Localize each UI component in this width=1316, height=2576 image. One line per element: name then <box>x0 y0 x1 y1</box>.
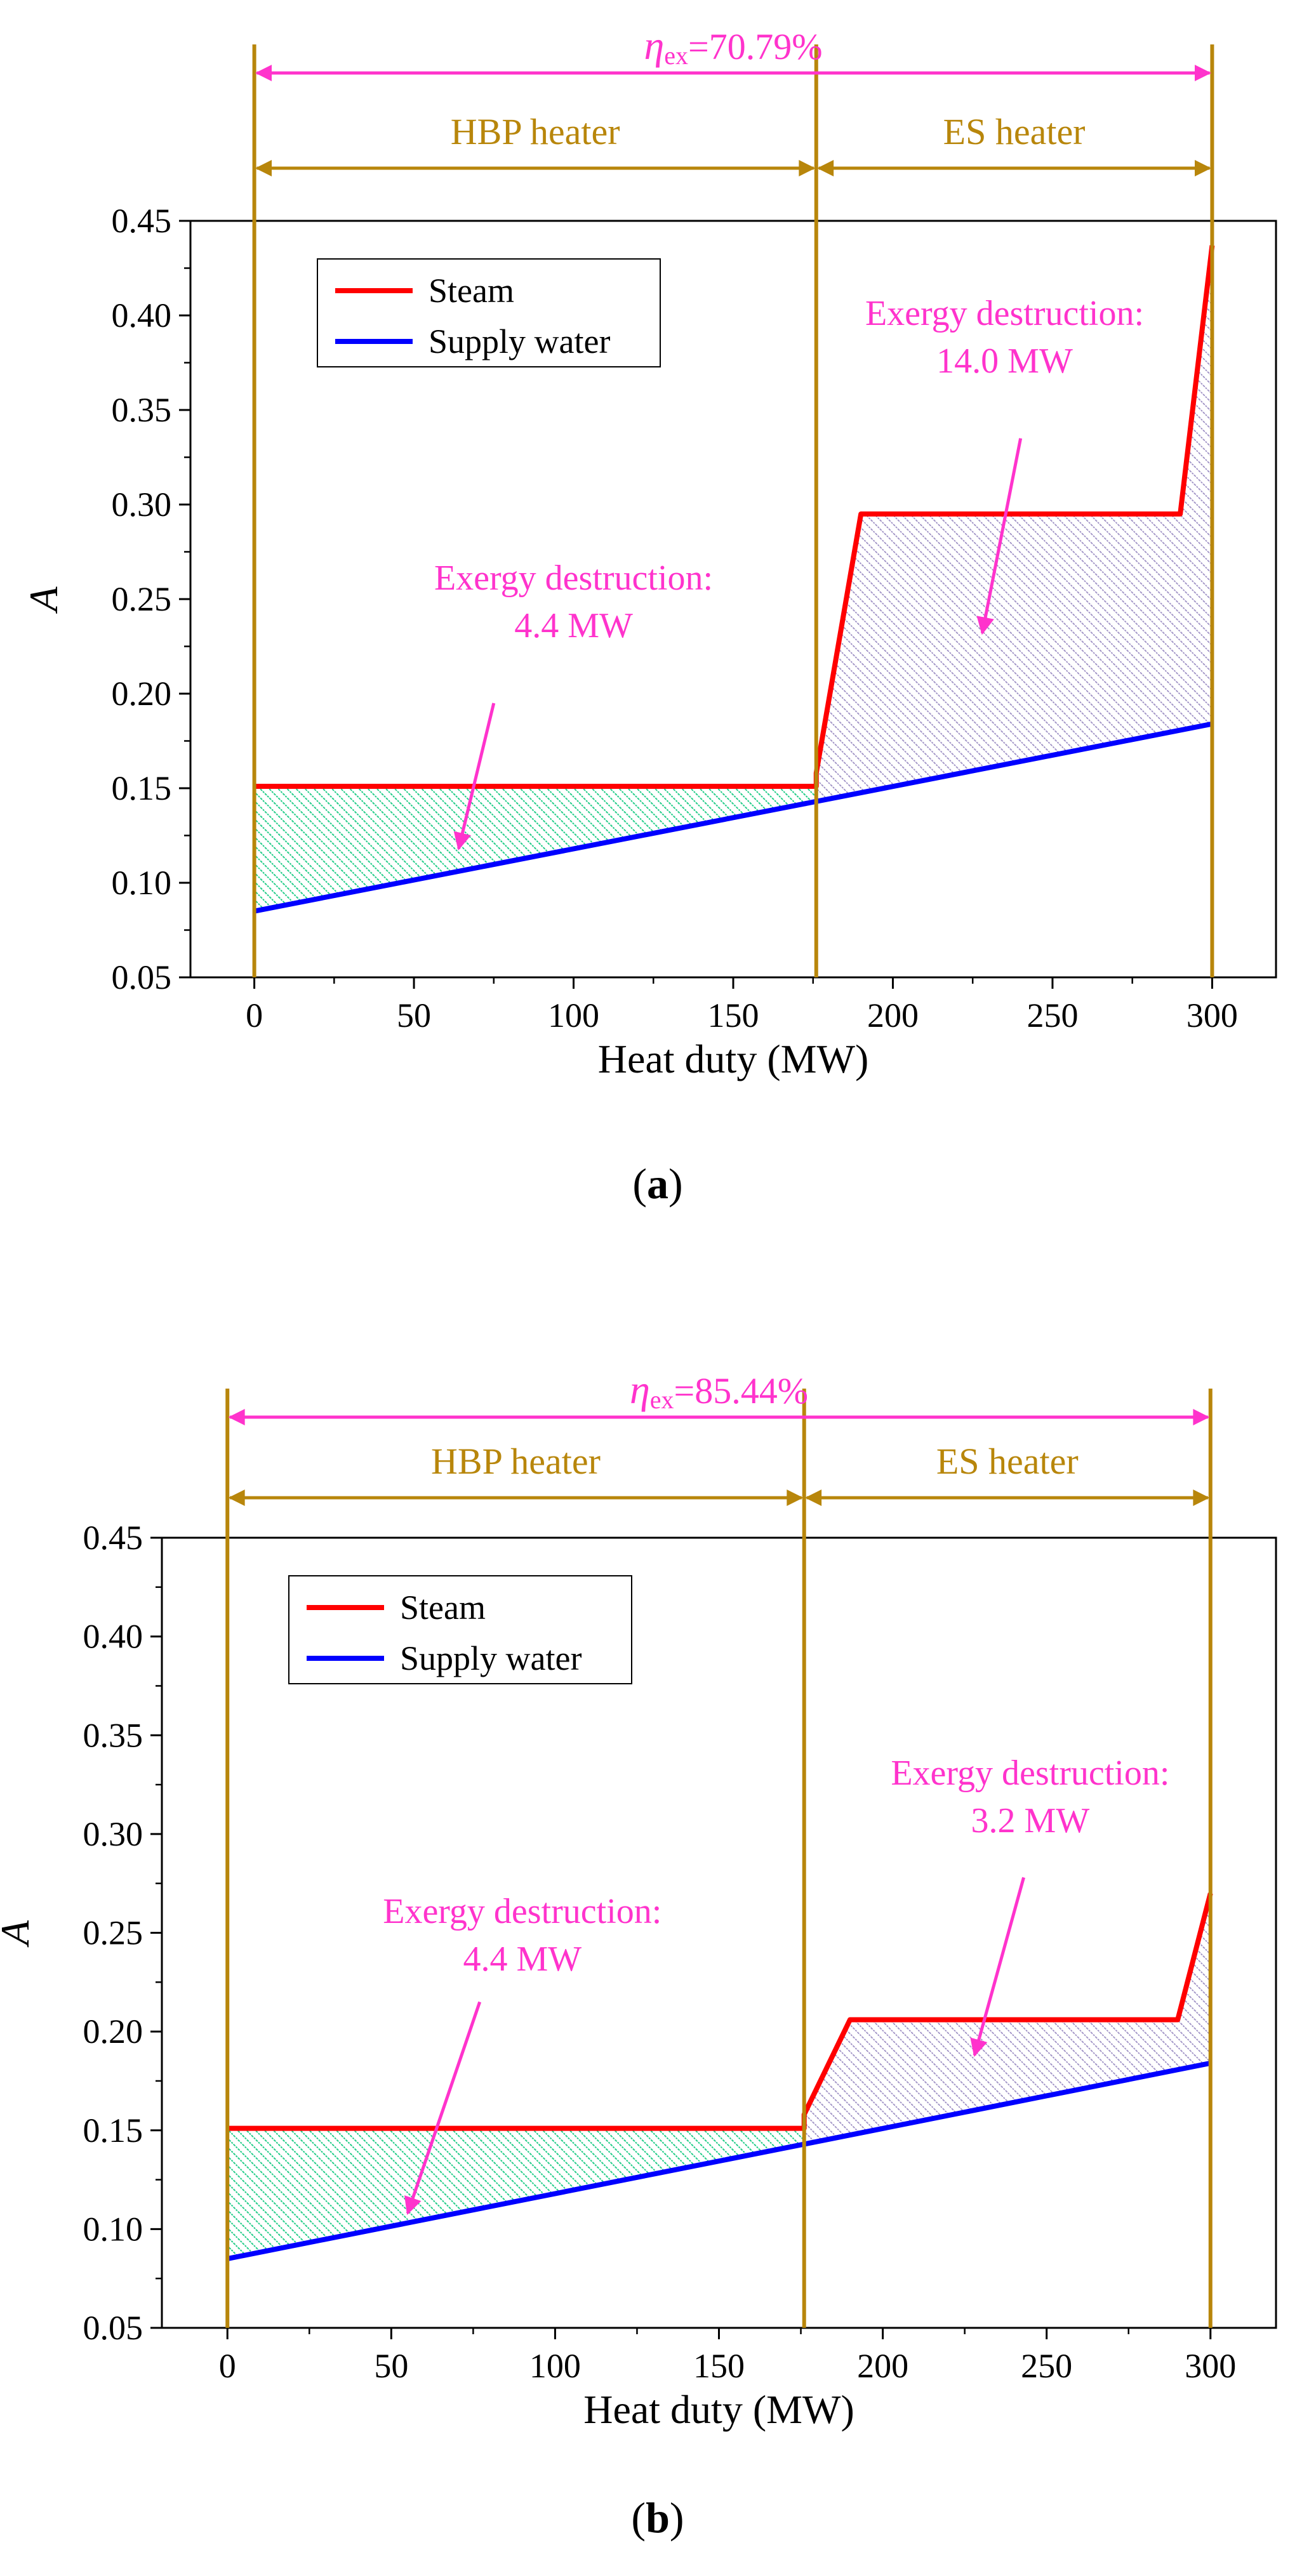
y-tick-label: 0.10 <box>83 2210 143 2248</box>
efficiency-value: =85.44% <box>674 1370 808 1411</box>
y-tick-label: 0.45 <box>83 1519 143 1557</box>
efficiency-subscript: ex <box>664 41 688 70</box>
y-tick-label: 0.15 <box>83 2111 143 2150</box>
panel-label: (a) <box>632 1159 682 1208</box>
x-axis-label: Heat duty (MW) <box>583 2387 854 2432</box>
panel-paren-open: ( <box>632 1159 647 1208</box>
panel-label: (b) <box>631 2493 684 2542</box>
steam-line <box>254 245 1215 789</box>
annotation-arrow <box>976 438 1023 635</box>
x-tick-label: 0 <box>219 2347 236 2385</box>
panel-paren-close: ) <box>670 2493 684 2542</box>
steam-line <box>227 1892 1213 2131</box>
y-tick-label: 0.05 <box>83 2309 143 2347</box>
annotation-line2: 14.0 MW <box>936 341 1073 381</box>
efficiency-label: ηex=85.44% <box>630 1367 808 1414</box>
y-tick-label: 0.30 <box>112 485 172 524</box>
hbp-exergy-region <box>227 2128 804 2259</box>
x-tick-label: 50 <box>397 996 431 1034</box>
legend-supply-water-label: Supply water <box>400 1639 582 1677</box>
es-exergy-region <box>816 245 1213 802</box>
section-label: ES heater <box>936 1441 1079 1482</box>
section-label: ES heater <box>943 111 1086 152</box>
x-tick-label: 100 <box>548 996 599 1034</box>
y-tick-label: 0.20 <box>112 675 172 713</box>
x-axis-label: Heat duty (MW) <box>598 1036 869 1081</box>
y-tick-label: 0.45 <box>112 202 172 240</box>
y-tick-label: 0.10 <box>112 864 172 902</box>
annotation-line2: 4.4 MW <box>463 1939 582 1979</box>
annotation-line1: Exergy destruction: <box>383 1892 661 1931</box>
section-label: HBP heater <box>431 1441 601 1482</box>
y-tick-label: 0.05 <box>112 958 172 996</box>
panel-letter: a <box>647 1159 668 1208</box>
x-tick-label: 250 <box>1021 2347 1072 2385</box>
annotation-arrow <box>453 703 496 851</box>
efficiency-label: ηex=70.79% <box>644 23 822 70</box>
section-label: HBP heater <box>451 111 620 152</box>
x-tick-label: 200 <box>867 996 919 1034</box>
panel-b: 0 50 100 150 200 250 300 0.05 0.10 0.15 0.20 0.25 0.… <box>0 1367 1277 2542</box>
annotation-line1: Exergy destruction: <box>891 1754 1169 1793</box>
x-tick-label: 50 <box>374 2347 408 2385</box>
efficiency-subscript: ex <box>650 1385 674 1414</box>
panel-paren-close: ) <box>668 1159 683 1208</box>
y-tick-label: 0.25 <box>112 580 172 618</box>
panel-paren-open: ( <box>631 2493 646 2542</box>
x-tick-label: 150 <box>708 996 759 1034</box>
annotation-arrow <box>404 2001 482 2216</box>
annotation-line1: Exergy destruction: <box>865 294 1144 333</box>
x-tick-label: 250 <box>1027 996 1078 1034</box>
efficiency-symbol: η <box>644 23 664 68</box>
y-axis-label: A <box>21 586 66 614</box>
y-tick-label: 0.20 <box>83 2012 143 2051</box>
legend-box <box>288 1575 632 1684</box>
y-tick-label: 0.30 <box>83 1815 143 1853</box>
annotation-arrow <box>970 1877 1025 2057</box>
y-tick-label: 0.15 <box>112 769 172 807</box>
legend-steam-label: Steam <box>400 1589 486 1627</box>
efficiency-symbol: η <box>630 1367 650 1412</box>
x-tick-label: 300 <box>1186 996 1238 1034</box>
annotation-line2: 4.4 MW <box>514 606 633 645</box>
hbp-exergy-region <box>254 786 816 911</box>
y-tick-label: 0.40 <box>112 296 172 334</box>
x-tick-label: 300 <box>1185 2347 1236 2385</box>
y-tick-label: 0.35 <box>83 1716 143 1754</box>
x-tick-label: 200 <box>857 2347 908 2385</box>
efficiency-value: =70.79% <box>688 26 823 67</box>
panel-a: 0 50 100 150 200 250 300 0.05 0.10 0.15 0.20 0.25 0.… <box>21 23 1277 1208</box>
legend-supply-water-label: Supply water <box>429 322 610 360</box>
legend-steam-label: Steam <box>429 272 514 310</box>
annotation-line2: 3.2 MW <box>971 1801 1090 1840</box>
annotation-line1: Exergy destruction: <box>434 558 713 598</box>
x-tick-label: 0 <box>246 996 263 1034</box>
legend-box <box>317 258 661 367</box>
y-tick-label: 0.25 <box>83 1914 143 1952</box>
y-tick-label: 0.40 <box>83 1618 143 1656</box>
y-tick-label: 0.35 <box>112 391 172 429</box>
y-axis-label: A <box>0 1920 37 1948</box>
x-tick-label: 150 <box>693 2347 745 2385</box>
x-tick-label: 100 <box>529 2347 581 2385</box>
panel-letter: b <box>646 2493 670 2542</box>
